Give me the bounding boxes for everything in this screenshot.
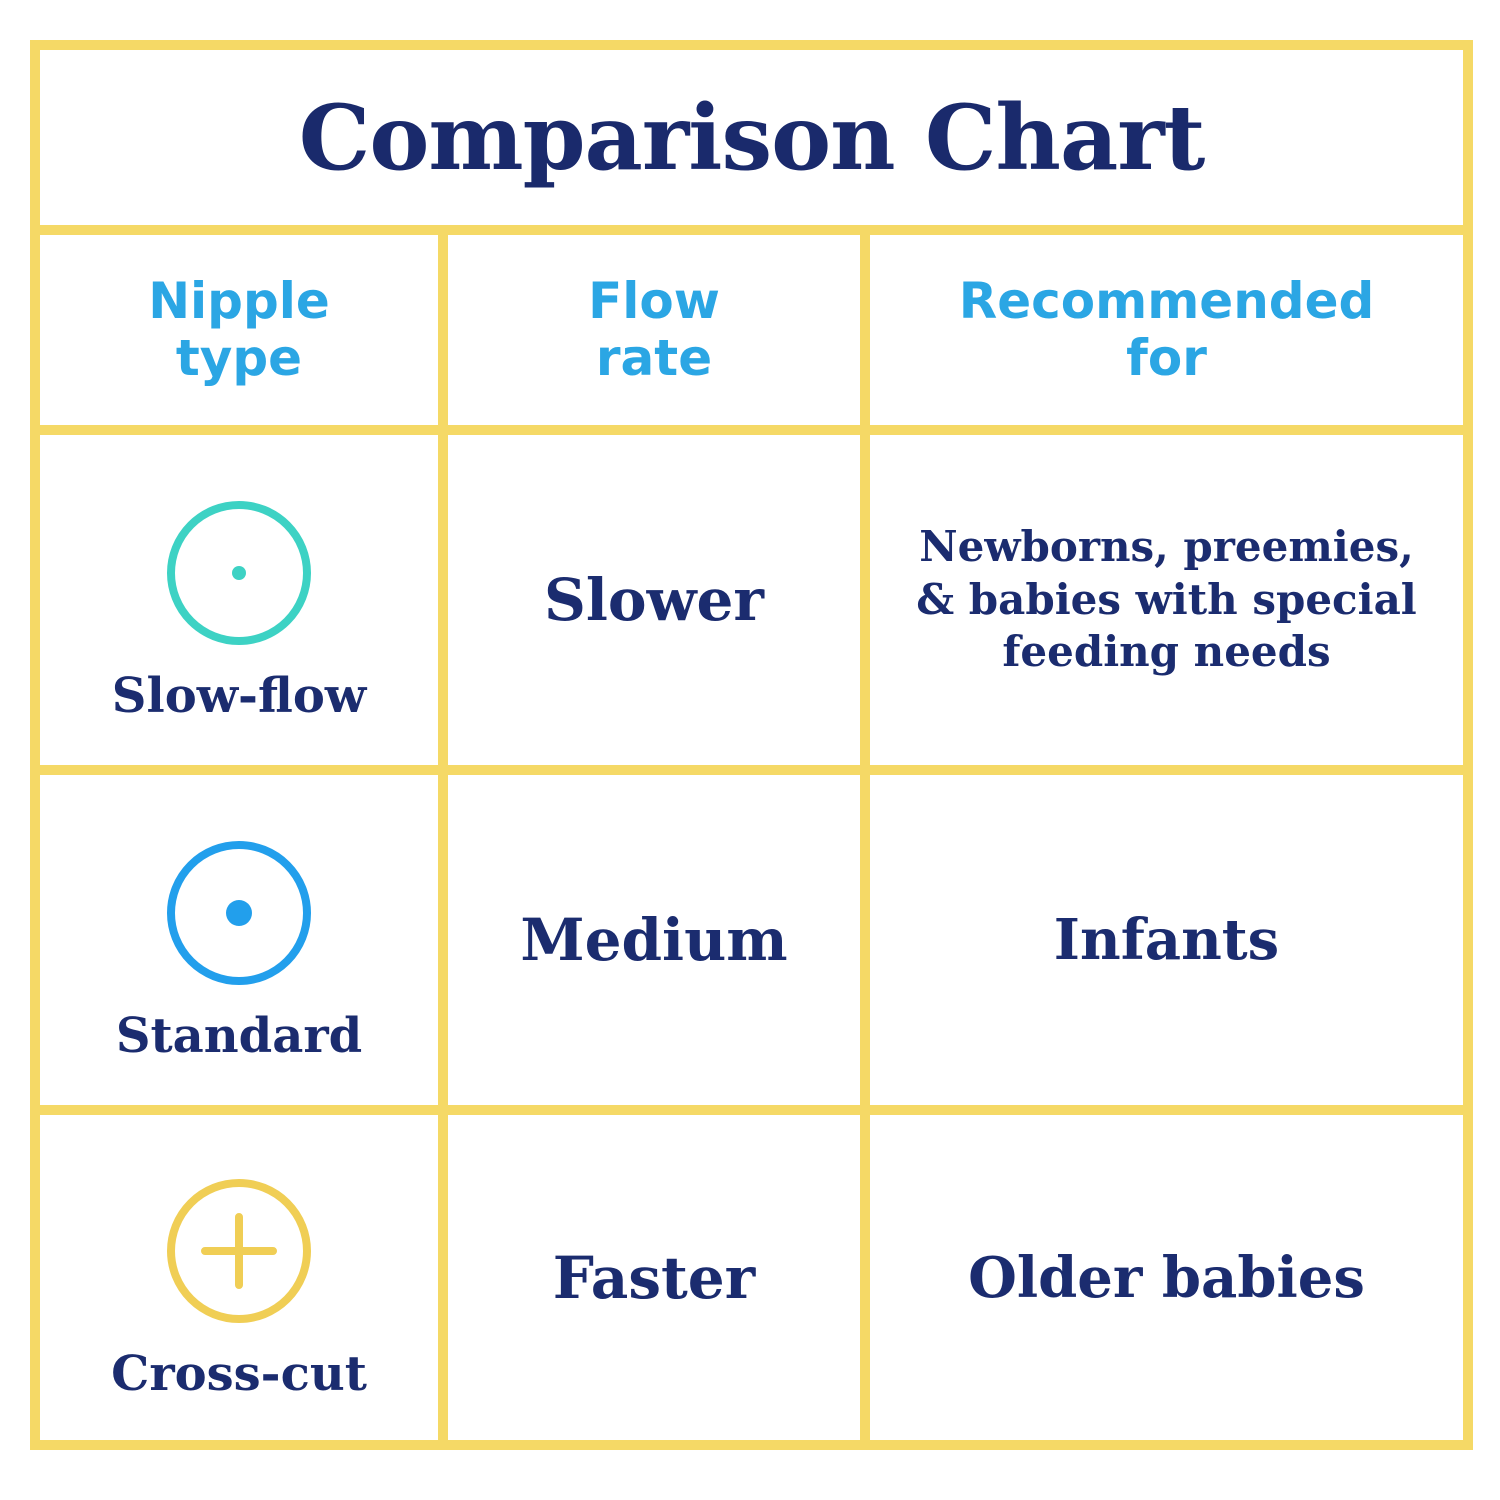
cross-cut-hole-nipple-icon bbox=[167, 1178, 311, 1323]
title-row: Comparison Chart bbox=[40, 50, 1463, 225]
small-hole-dot bbox=[232, 566, 246, 580]
nipple-type-label: Standard bbox=[115, 1008, 363, 1064]
nipple-type-label: Cross-cut bbox=[111, 1345, 367, 1402]
flow-rate-value: Faster bbox=[552, 1243, 756, 1312]
column-header-recommended-for: Recommended for bbox=[870, 235, 1463, 425]
column-header-nipple-type: Nipple type bbox=[40, 235, 438, 425]
cross-cut-plus bbox=[201, 1212, 277, 1289]
comparison-table: Comparison Chart Nipple type Flow rate R… bbox=[30, 40, 1473, 1450]
table-row-cross-cut-type-cell: Cross-cut bbox=[40, 1115, 438, 1440]
nipple-type-label: Slow-flow bbox=[111, 668, 367, 724]
page-title: Comparison Chart bbox=[298, 84, 1206, 191]
column-header-recommended-for-label: Recommended for bbox=[958, 271, 1375, 387]
medium-hole-dot bbox=[226, 900, 252, 926]
recommended-for-value: Infants bbox=[1053, 907, 1280, 973]
single-medium-hole-nipple-icon bbox=[167, 841, 311, 985]
table-row-standard-recommended-cell: Infants bbox=[870, 775, 1463, 1105]
flow-rate-value: Slower bbox=[544, 566, 764, 634]
flow-rate-value: Medium bbox=[520, 906, 788, 974]
table-row-slow-flow-type-cell: Slow-flow bbox=[40, 435, 438, 765]
recommended-for-value: Newborns, preemies, & babies with specia… bbox=[916, 522, 1417, 677]
recommended-for-value: Older babies bbox=[968, 1244, 1365, 1311]
column-header-nipple-type-label: Nipple type bbox=[148, 271, 330, 387]
nipple-outline-circle bbox=[167, 501, 311, 645]
single-small-hole-nipple-icon bbox=[167, 501, 311, 645]
nipple-outline-circle bbox=[167, 841, 311, 985]
table-row-cross-cut-flow-cell: Faster bbox=[448, 1115, 860, 1440]
table-row-cross-cut-recommended-cell: Older babies bbox=[870, 1115, 1463, 1440]
table-row-standard-type-cell: Standard bbox=[40, 775, 438, 1105]
nipple-outline-circle bbox=[167, 1178, 311, 1323]
table-row-standard-flow-cell: Medium bbox=[448, 775, 860, 1105]
table-row-slow-flow-recommended-cell: Newborns, preemies, & babies with specia… bbox=[870, 435, 1463, 765]
column-header-flow-rate-label: Flow rate bbox=[588, 271, 720, 387]
column-header-flow-rate: Flow rate bbox=[448, 235, 860, 425]
table-row-slow-flow-flow-cell: Slower bbox=[448, 435, 860, 765]
